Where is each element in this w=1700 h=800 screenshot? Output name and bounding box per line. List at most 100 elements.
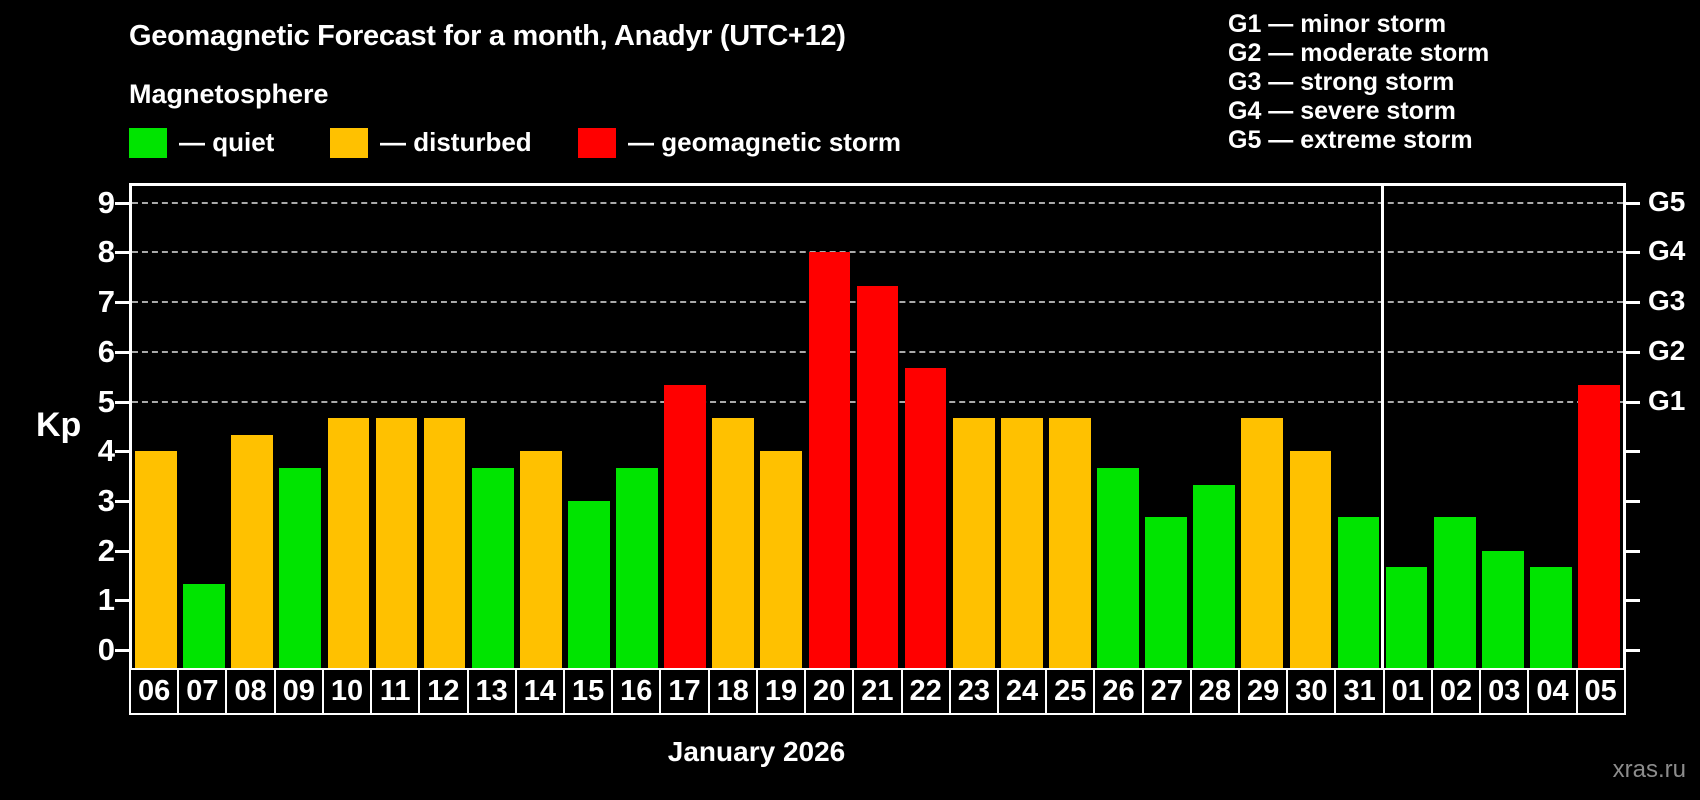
kp-bar-day-29 bbox=[1241, 417, 1284, 668]
g-scale-label-G5: G5 bbox=[1648, 185, 1686, 217]
kp-tick-left-4 bbox=[115, 450, 129, 454]
day-label-21: 21 bbox=[852, 668, 903, 715]
kp-bar-day-09 bbox=[279, 467, 322, 668]
g-scale-label-G2: G2 bbox=[1648, 334, 1686, 366]
kp-tick-left-8 bbox=[115, 251, 129, 255]
day-label-26: 26 bbox=[1093, 668, 1144, 715]
day-label-13: 13 bbox=[466, 668, 517, 715]
kp-gridline-9 bbox=[132, 201, 1623, 204]
kp-tick-right-8 bbox=[1626, 251, 1640, 255]
day-label-04: 04 bbox=[1527, 668, 1578, 715]
x-axis-month-label: January 2026 bbox=[667, 736, 846, 767]
x-axis-day-row: 06 07 08 09 10 11 12 13 14 15 16 17 18 19 20 21 22 23 24 25… bbox=[129, 668, 1626, 715]
day-label-28: 28 bbox=[1189, 668, 1241, 715]
kp-tick-left-1 bbox=[115, 599, 129, 603]
kp-tick-left-5 bbox=[115, 400, 129, 404]
day-label-06: 06 bbox=[129, 668, 180, 715]
day-label-20: 20 bbox=[804, 668, 855, 715]
chart-title: Geomagnetic Forecast for a month, Anadyr… bbox=[129, 20, 846, 52]
kp-bar-day-10 bbox=[327, 417, 370, 668]
day-label-22: 22 bbox=[900, 668, 951, 715]
month-boundary-line bbox=[1381, 186, 1385, 668]
kp-bar-day-25 bbox=[1049, 417, 1091, 668]
storm-scale-line-5: G5 — extreme storm bbox=[1228, 126, 1473, 154]
kp-bar-day-15 bbox=[568, 500, 610, 668]
y-axis-label: Kp bbox=[36, 406, 82, 444]
day-label-27: 27 bbox=[1141, 668, 1192, 715]
day-label-25: 25 bbox=[1045, 668, 1096, 715]
day-label-19: 19 bbox=[755, 668, 807, 715]
kp-tick-right-9 bbox=[1626, 201, 1640, 205]
day-label-14: 14 bbox=[514, 668, 565, 715]
kp-tick-label-8: 8 bbox=[97, 234, 115, 270]
legend-item-storm: — geomagnetic storm bbox=[578, 127, 901, 158]
kp-tick-right-6 bbox=[1626, 350, 1640, 354]
g-scale-label-G3: G3 bbox=[1648, 285, 1686, 317]
kp-tick-right-2 bbox=[1626, 549, 1640, 553]
kp-tick-label-1: 1 bbox=[97, 582, 115, 618]
day-label-16: 16 bbox=[611, 668, 662, 715]
kp-tick-label-0: 0 bbox=[97, 632, 115, 667]
storm-scale-line-1: G1 — minor storm bbox=[1228, 10, 1447, 38]
kp-tick-left-0 bbox=[115, 649, 129, 652]
kp-bar-day-21 bbox=[856, 285, 899, 668]
kp-tick-label-6: 6 bbox=[97, 333, 115, 369]
kp-bar-day-14 bbox=[519, 451, 562, 668]
kp-bar-day-18 bbox=[712, 417, 755, 668]
legend-item-quiet: — quiet bbox=[129, 127, 274, 158]
day-label-15: 15 bbox=[562, 668, 614, 715]
day-label-03: 03 bbox=[1479, 668, 1530, 715]
day-label-30: 30 bbox=[1286, 668, 1337, 715]
kp-bar-day-22 bbox=[904, 368, 947, 668]
storm-scale-line-4: G4 — severe storm bbox=[1228, 97, 1456, 125]
chart-subtitle: Magnetosphere bbox=[129, 79, 329, 109]
kp-tick-right-0 bbox=[1626, 649, 1640, 652]
kp-tick-left-2 bbox=[115, 549, 129, 553]
kp-bar-day-23 bbox=[952, 417, 995, 668]
storm-scale-legend: G1 — minor storm G2 — moderate storm G3 — … bbox=[1228, 10, 1489, 155]
kp-tick-right-1 bbox=[1626, 599, 1640, 603]
watermark: xras.ru bbox=[1612, 756, 1686, 783]
day-label-08: 08 bbox=[225, 668, 276, 715]
kp-bar-day-06 bbox=[135, 451, 177, 668]
kp-tick-label-7: 7 bbox=[97, 284, 115, 320]
day-label-01: 01 bbox=[1382, 668, 1433, 715]
kp-tick-label-5: 5 bbox=[97, 383, 115, 419]
plot-area bbox=[129, 183, 1626, 668]
kp-tick-left-7 bbox=[115, 301, 129, 305]
kp-bar-day-19 bbox=[760, 451, 803, 668]
kp-tick-left-6 bbox=[115, 350, 129, 354]
kp-bar-day-20 bbox=[808, 252, 851, 668]
legend-swatch-storm bbox=[578, 127, 616, 158]
kp-tick-right-5 bbox=[1626, 400, 1640, 404]
day-label-11: 11 bbox=[370, 668, 421, 715]
day-label-18: 18 bbox=[707, 668, 758, 715]
kp-bar-day-13 bbox=[471, 467, 514, 668]
g-scale-label-G1: G1 bbox=[1648, 384, 1686, 416]
kp-bar-day-11 bbox=[375, 417, 418, 668]
kp-bar-day-28 bbox=[1193, 484, 1236, 668]
kp-bar-day-16 bbox=[616, 467, 658, 668]
kp-tick-label-3: 3 bbox=[97, 482, 115, 518]
day-label-31: 31 bbox=[1334, 668, 1385, 715]
day-label-24: 24 bbox=[996, 668, 1048, 715]
storm-scale-line-2: G2 — moderate storm bbox=[1228, 39, 1490, 67]
kp-tick-right-4 bbox=[1626, 450, 1640, 454]
legend-label-storm: — geomagnetic storm bbox=[628, 127, 902, 157]
day-label-10: 10 bbox=[321, 668, 373, 715]
day-label-02: 02 bbox=[1430, 668, 1482, 715]
kp-tick-right-7 bbox=[1626, 301, 1640, 305]
kp-bar-day-12 bbox=[423, 417, 466, 668]
legend-item-disturbed: — disturbed bbox=[330, 127, 532, 158]
kp-bar-day-31 bbox=[1337, 517, 1380, 668]
storm-scale-line-3: G3 — strong storm bbox=[1228, 68, 1455, 96]
kp-bar-day-27 bbox=[1145, 517, 1187, 668]
day-label-12: 12 bbox=[418, 668, 469, 715]
kp-bar-day-01 bbox=[1385, 567, 1428, 668]
day-label-23: 23 bbox=[948, 668, 999, 715]
kp-bar-day-07 bbox=[183, 583, 225, 668]
kp-gridline-8 bbox=[132, 251, 1623, 254]
day-label-07: 07 bbox=[177, 668, 228, 715]
kp-tick-left-3 bbox=[115, 499, 129, 503]
day-label-29: 29 bbox=[1238, 668, 1289, 715]
